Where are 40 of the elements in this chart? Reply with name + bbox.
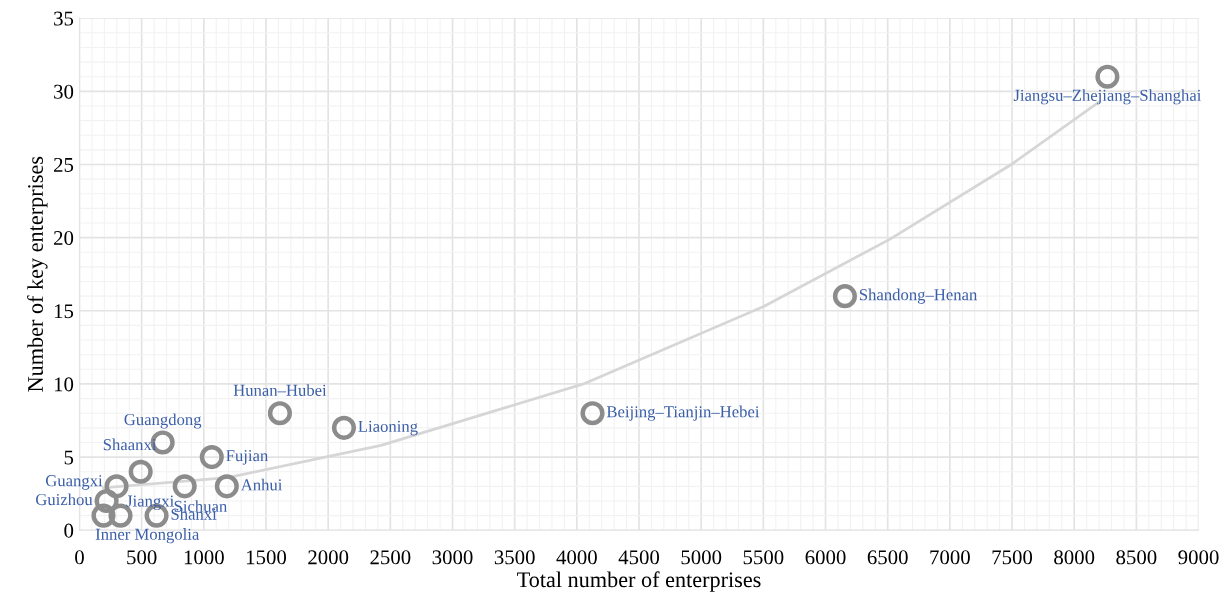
annotation: Guizhou [36, 493, 93, 506]
x-tick-label: 2000 [308, 550, 349, 565]
y-tick-label: 30 [54, 84, 74, 99]
annotation: Jiangsu–Zhejiang–Shanghai [1013, 89, 1202, 105]
annotation: Guangxi [45, 475, 103, 490]
x-tick-label: 500 [127, 550, 157, 565]
x-tick-label: 3000 [432, 550, 473, 565]
annotation: Inner Mongolia [95, 528, 200, 544]
annotation: Beijing–Tianjin–Hebei [606, 405, 760, 421]
x-tick-label: 4500 [618, 550, 660, 565]
x-tick-label: 5000 [681, 550, 722, 565]
x-tick-label: 9000 [1178, 550, 1219, 565]
x-tick-label: 4000 [556, 550, 597, 565]
annotation: Hunan–Hubei [233, 384, 327, 396]
x-tick-label: 1500 [247, 550, 287, 565]
annotation: Guangdong [124, 413, 202, 429]
x-tick-label: 2500 [370, 550, 411, 565]
x-tick-label: 8000 [1054, 550, 1095, 565]
x-tick-label: 8500 [1116, 550, 1157, 565]
y-tick-label: 5 [64, 450, 74, 465]
annotation: Liaoning [358, 420, 418, 436]
annotation: Shandong–Henan [859, 288, 978, 304]
y-tick-label: 15 [54, 304, 74, 319]
x-tick-label: 3500 [494, 550, 535, 565]
y-axis-title: Number of key enterprises [27, 156, 48, 392]
x-tick-label: 6500 [867, 550, 908, 565]
x-tick-label: 0 [75, 550, 84, 565]
x-tick-label: 7000 [930, 550, 970, 565]
y-tick-label: 25 [54, 157, 74, 172]
y-tick-label: 0 [64, 523, 74, 538]
y-tick-label: 20 [54, 231, 74, 246]
x-axis-title: Total number of enterprises [517, 571, 761, 592]
y-tick-label: 10 [54, 377, 74, 392]
x-tick-label: 1000 [184, 550, 224, 565]
x-tick-label: 5500 [743, 550, 784, 565]
x-tick-label: 7500 [992, 550, 1033, 565]
annotation: Anhui [240, 478, 283, 491]
y-tick-label: 35 [54, 11, 74, 26]
annotation: Fujian [226, 450, 269, 465]
x-tick-label: 6000 [805, 550, 846, 565]
